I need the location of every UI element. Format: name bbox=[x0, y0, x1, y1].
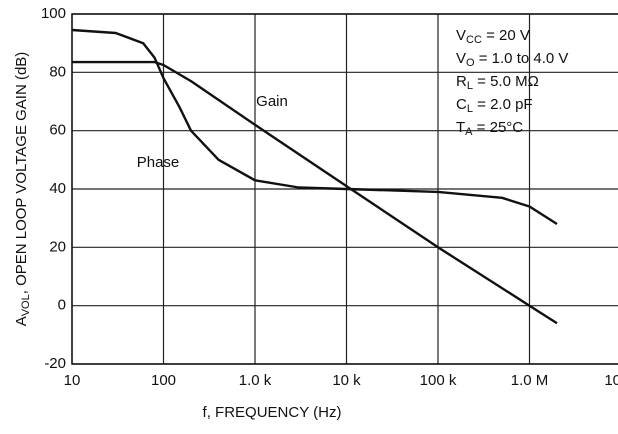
condition-main: V bbox=[456, 27, 466, 44]
x-tick-label: 10 M bbox=[604, 372, 618, 389]
series-label: Phase bbox=[137, 154, 180, 171]
condition-rest: = 1.0 to 4.0 V bbox=[475, 50, 569, 67]
y-tick-label: 0 bbox=[58, 297, 66, 314]
condition-sub: O bbox=[466, 57, 475, 69]
condition-sub: A bbox=[465, 126, 473, 138]
x-tick-label: 10 k bbox=[332, 372, 361, 389]
condition: VO = 1.0 to 4.0 V bbox=[456, 50, 568, 69]
condition-sub: L bbox=[467, 103, 473, 115]
condition-rest: = 5.0 MΩ bbox=[473, 73, 539, 90]
condition-sub: CC bbox=[466, 34, 482, 46]
series-label: Gain bbox=[256, 93, 288, 110]
y-label-sub: VOL bbox=[20, 294, 32, 316]
series-line bbox=[71, 28, 558, 226]
condition-main: T bbox=[456, 119, 465, 136]
y-tick-label: 60 bbox=[49, 122, 66, 139]
plot-frame bbox=[71, 13, 618, 365]
condition-rest: = 20 V bbox=[482, 27, 530, 44]
y-tick-label: 20 bbox=[49, 238, 66, 255]
y-tick-label: 40 bbox=[49, 180, 66, 197]
condition: CL = 2.0 pF bbox=[456, 96, 533, 115]
condition-rest: = 25°C bbox=[473, 119, 524, 136]
y-tick-label: -20 bbox=[44, 355, 66, 372]
condition: RL = 5.0 MΩ bbox=[456, 73, 539, 92]
condition: VCC = 20 V bbox=[456, 27, 530, 46]
y-label-main: A bbox=[13, 316, 30, 326]
condition-main: V bbox=[456, 50, 466, 67]
y-label-rest: , OPEN LOOP VOLTAGE GAIN (dB) bbox=[13, 52, 30, 295]
y-tick-label: 80 bbox=[49, 63, 66, 80]
x-tick-label: 10 bbox=[64, 372, 81, 389]
condition: TA = 25°C bbox=[456, 119, 523, 138]
x-tick-label: 100 bbox=[151, 372, 176, 389]
x-tick-label: 1.0 k bbox=[239, 372, 272, 389]
x-tick-label: 1.0 M bbox=[511, 372, 549, 389]
x-axis-label: f, FREQUENCY (Hz) bbox=[203, 404, 342, 421]
condition-main: R bbox=[456, 73, 467, 90]
y-tick-label: 100 bbox=[41, 5, 66, 22]
condition-sub: L bbox=[467, 80, 473, 92]
condition-rest: = 2.0 pF bbox=[473, 96, 533, 113]
x-tick-label: 100 k bbox=[420, 372, 457, 389]
y-axis-label: AVOL, OPEN LOOP VOLTAGE GAIN (dB) bbox=[13, 52, 32, 327]
condition-main: C bbox=[456, 96, 467, 113]
